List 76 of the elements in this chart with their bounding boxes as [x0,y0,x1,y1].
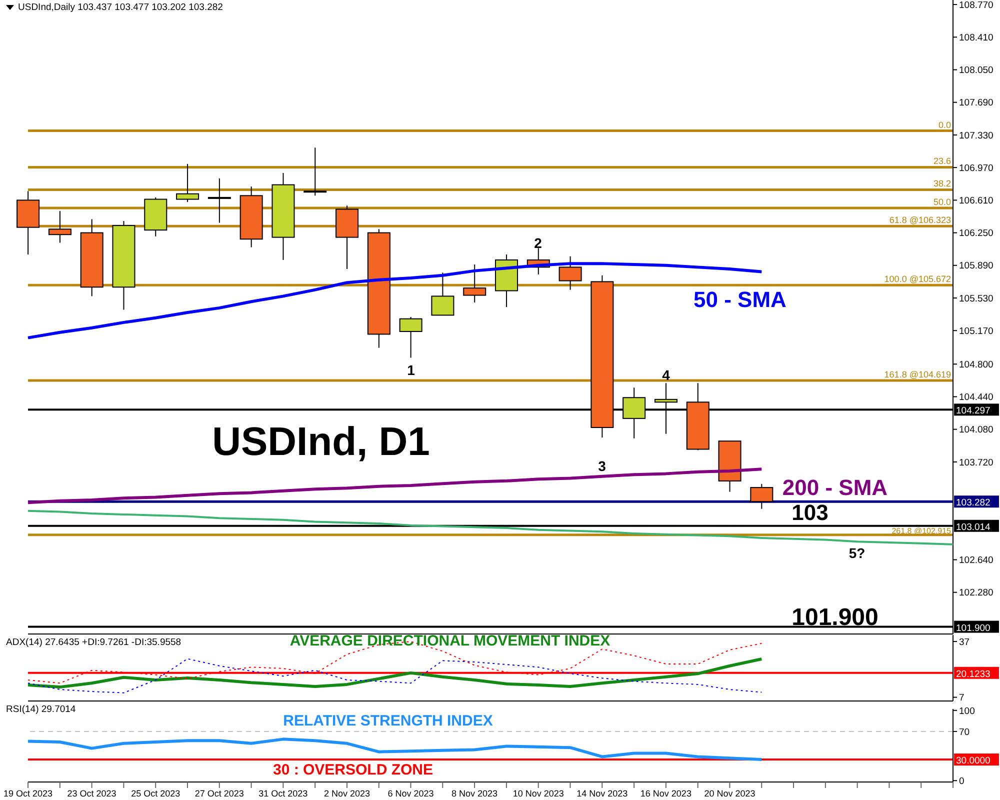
annotation: 1 [407,362,415,378]
x-tick-label: 6 Nov 2023 [388,788,434,798]
series-label: 200 - SMA [782,475,888,500]
annotation: 38.2 [933,178,951,189]
line-series [26,738,764,762]
y-tick-label: 106.250 [959,228,994,240]
y-tick-label: 104.800 [959,359,994,370]
candlestick [176,163,200,202]
candlestick [304,147,327,196]
annotation: 0.0 [938,120,951,130]
y-tick-label: 104.080 [959,424,994,436]
chart-title: USDInd,Daily 103.437 103.477 103.202 103.282 [18,2,223,13]
line-series [28,658,762,694]
candlestick [399,316,422,358]
annotation: 2 [534,235,542,251]
y-tick-label: 103.720 [959,457,994,468]
annotation: 101.900 [792,604,878,631]
annotation: 4 [662,367,670,383]
x-tick-label: 20 Nov 2023 [704,788,756,798]
y-tick-label: 37 [959,636,970,648]
candlestick [208,178,231,224]
ref-line-label: 161.8 @104.619 [884,369,951,380]
line-series [26,657,764,689]
y-tick-label: 107.330 [959,130,994,142]
annotation: AVERAGE DIRECTIONAL MOVEMENT INDEX [290,632,610,650]
candlestick [431,272,454,316]
y-tick-label: 106.610 [959,196,994,207]
candlestick [48,210,72,244]
ref-line-label: 101.900 [956,622,990,634]
candlestick [750,483,774,510]
ref-line-label: 61.8 @106.323 [889,215,951,226]
y-tick-label: 105.530 [959,293,994,304]
ref-line-label: 103.282 [956,498,990,509]
annotation: 23.6 [933,156,951,166]
y-tick-label: 108.410 [959,32,994,44]
y-tick-label: 102.280 [959,588,994,599]
series-label: 50 - SMA [694,287,786,312]
y-tick-label: 106.970 [959,162,994,174]
chart-title: ADX(14) 27.6435 +DI:9.7261 -DI:35.9558 [6,637,182,648]
ref-line-label: 100.0 @105.672 [884,274,951,284]
x-tick-label: 10 Nov 2023 [512,788,564,798]
ref-line-label: 30.0000 [956,756,990,767]
x-tick-label: 16 Nov 2023 [640,788,692,798]
y-tick-label: 70 [959,726,970,738]
ref-line-label: 104.297 [956,406,990,417]
annotation: RELATIVE STRENGTH INDEX [283,712,493,730]
y-tick-label: 105.890 [959,260,994,272]
x-tick-label: 25 Oct 2023 [131,788,180,798]
x-tick-label: 19 Oct 2023 [3,788,53,798]
y-tick-label: 108.770 [959,0,994,11]
x-tick-label: 2 Nov 2023 [324,788,370,798]
y-tick-label: 7 [959,692,964,704]
y-tick-label: 102.640 [959,555,994,566]
x-tick-label: 8 Nov 2023 [452,788,498,798]
annotation: 5? [848,545,866,561]
x-tick-label: 27 Oct 2023 [194,788,244,798]
annotation: 50.0 [933,196,951,207]
candlestick [558,256,582,290]
annotation: 103 [792,500,828,525]
candlestick [463,264,486,304]
annotation: 3 [598,458,606,474]
y-tick-label: 104.440 [959,392,994,404]
chart-title: RSI(14) 29.7014 [6,704,76,715]
y-tick-label: 108.050 [959,65,994,76]
ref-line-label: 103.014 [956,522,990,533]
ref-line-label: 261.8 @102.915 [892,526,952,536]
ref-line-label: 20.1233 [956,668,990,680]
x-tick-label: 14 Nov 2023 [576,788,628,798]
y-tick-label: 105.170 [959,326,994,337]
annotation: USDInd, D1 [212,420,430,464]
y-tick-label: 107.690 [959,98,994,109]
y-tick-label: 100 [959,706,975,717]
y-tick-label: 0 [959,776,964,787]
x-tick-label: 31 Oct 2023 [258,788,308,798]
annotation: 30 : OVERSOLD ZONE [272,762,434,778]
x-tick-label: 23 Oct 2023 [67,788,116,798]
